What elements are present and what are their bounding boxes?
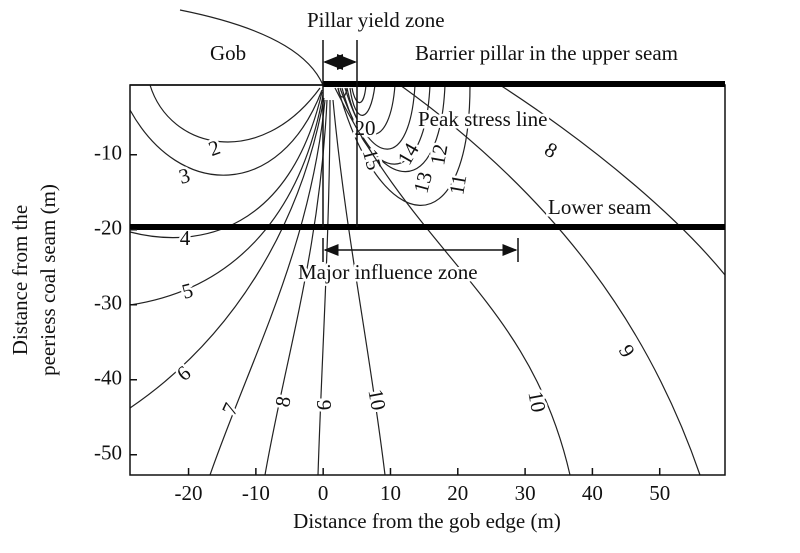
- contour-line: [129, 94, 324, 306]
- contour-label: 3: [176, 163, 192, 189]
- x-tick-label: 20: [447, 481, 468, 505]
- decor: [129, 9, 726, 476]
- annotation: Gob: [210, 41, 246, 65]
- contour-label: 5: [179, 278, 195, 304]
- annotation: Major influence zone: [298, 260, 478, 284]
- contour-label: 8: [541, 137, 562, 163]
- annotation: Peak stress line: [418, 107, 547, 131]
- y-tick-label: -20: [94, 216, 122, 240]
- contour-line: [341, 84, 431, 165]
- contour-line: [129, 89, 323, 176]
- contour-line: [399, 84, 701, 476]
- contour-line: [332, 99, 386, 476]
- contour-line: [209, 99, 326, 476]
- x-tick-label: 30: [515, 481, 536, 505]
- contour-line: [349, 84, 376, 116]
- contour-label: 7: [217, 399, 243, 419]
- y-tick-label: -50: [94, 441, 122, 465]
- x-tick-label: -20: [175, 481, 203, 505]
- contour-label: 12: [425, 142, 452, 167]
- y-tick-label: -10: [94, 141, 122, 165]
- x-tick-label: 40: [582, 481, 603, 505]
- contour-line: [149, 84, 321, 143]
- contour-label: 13: [409, 169, 438, 195]
- inner-contour: [337, 87, 348, 98]
- y-axis-label: Distance from the: [8, 205, 32, 355]
- contour-label: 8: [270, 394, 295, 409]
- contour-label: 9: [614, 340, 640, 361]
- contour-label: 10: [524, 389, 551, 414]
- contour-label: 2: [205, 135, 223, 161]
- x-tick-label: 0: [318, 481, 329, 505]
- x-tick-label: -10: [242, 481, 270, 505]
- gob-boundary: [179, 9, 324, 86]
- contour-line: [129, 91, 323, 239]
- contour-line: [346, 84, 396, 135]
- contour-label: 9: [312, 400, 336, 411]
- x-tick-label: 50: [649, 481, 670, 505]
- contour-label: 10: [364, 387, 391, 412]
- contour-line: [129, 97, 325, 409]
- inner-contour: [351, 84, 367, 104]
- annotation: Barrier pillar in the upper seam: [415, 41, 678, 65]
- y-tick-label: -30: [94, 291, 122, 315]
- contour-label: 11: [444, 173, 471, 197]
- contour-line: [317, 99, 331, 476]
- y-axis-label: peeriess coal seam (m): [36, 184, 60, 376]
- y-tick-label: -40: [94, 366, 122, 390]
- contour-line: [334, 87, 571, 476]
- x-axis-label: Distance from the gob edge (m): [293, 509, 561, 533]
- annotation: Pillar yield zone: [307, 8, 445, 32]
- x-tick-label: 10: [380, 481, 401, 505]
- contour-line: [499, 84, 726, 276]
- contour-line: [264, 99, 328, 476]
- contour-label: 4: [180, 226, 191, 250]
- annotation: Lower seam: [548, 195, 651, 219]
